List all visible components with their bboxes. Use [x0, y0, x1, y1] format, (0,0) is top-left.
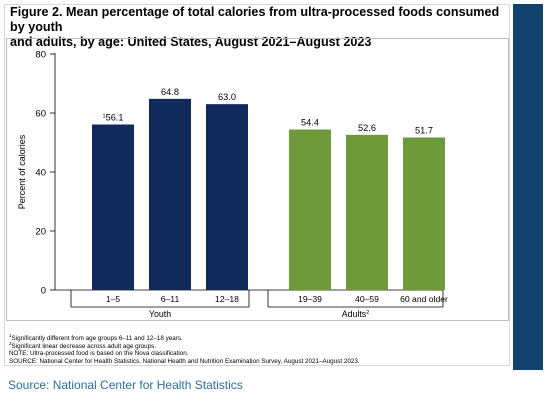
data-label-adults-2: 51.7 — [415, 125, 433, 135]
footnote-note: NOTE: Ultra-processed food is based on t… — [9, 350, 189, 358]
side-accent-bar — [513, 4, 543, 370]
y-tick-label-2: 40 — [35, 168, 46, 179]
x-tick-label-youth-1: 6–11 — [161, 294, 180, 304]
group-label-text: Youth — [149, 309, 171, 319]
data-label-adults-1: 52.6 — [358, 123, 376, 133]
bar-youth-2 — [206, 104, 248, 291]
footnote-2-marker: 2 — [9, 340, 12, 346]
footnote-source: SOURCE: National Center for Health Stati… — [9, 357, 360, 365]
footnote-1: 1Significantly different from age groups… — [9, 332, 504, 343]
group-label-youth: Youth — [149, 309, 171, 319]
source-caption[interactable]: Source: National Center for Health Stati… — [8, 378, 243, 392]
x-tick-label-youth-2: 12–18 — [215, 294, 239, 304]
bar-adults-0 — [289, 129, 331, 290]
bar-adults-2 — [403, 137, 445, 290]
footnote-2-text: Significant linear decrease across adult… — [11, 342, 157, 350]
group-label-adults: Adults2 — [342, 309, 370, 319]
y-tick-label-1: 20 — [35, 227, 46, 238]
group-label-text: Adults — [342, 309, 367, 319]
footnotes: 1Significantly different from age groups… — [9, 332, 504, 365]
bar-youth-0 — [92, 124, 134, 290]
data-label-value: 56.1 — [106, 113, 124, 123]
data-label-superscript: 1 — [103, 114, 106, 120]
data-label-youth-0: 156.1 — [103, 113, 124, 123]
chart-frame — [6, 38, 509, 321]
bar-youth-1 — [149, 98, 191, 290]
x-tick-label-adults-0: 19–39 — [298, 294, 322, 304]
x-tick-label-adults-1: 40–59 — [355, 294, 379, 304]
footnote-1-marker: 1 — [9, 332, 12, 338]
y-tick-label-0: 0 — [41, 286, 46, 297]
data-label-adults-0: 54.4 — [301, 118, 319, 128]
group-label-superscript: 2 — [366, 310, 369, 316]
bar-adults-1 — [346, 134, 388, 290]
figure-title-line-1: Figure 2. Mean percentage of total calor… — [10, 5, 500, 34]
footnote-1-text: Significantly different from age groups … — [11, 335, 183, 342]
footnote-2: 2Significant linear decrease across adul… — [9, 340, 504, 351]
x-tick-label-adults-2: 60 and older — [400, 294, 448, 304]
y-tick-label-3: 60 — [35, 109, 46, 120]
y-axis-title: Percent of calories — [17, 134, 27, 209]
y-tick-label-4: 80 — [35, 50, 46, 61]
x-tick-label-youth-0: 1–5 — [106, 294, 121, 304]
data-label-youth-1: 64.8 — [161, 87, 179, 97]
data-label-youth-2: 63.0 — [218, 92, 236, 102]
